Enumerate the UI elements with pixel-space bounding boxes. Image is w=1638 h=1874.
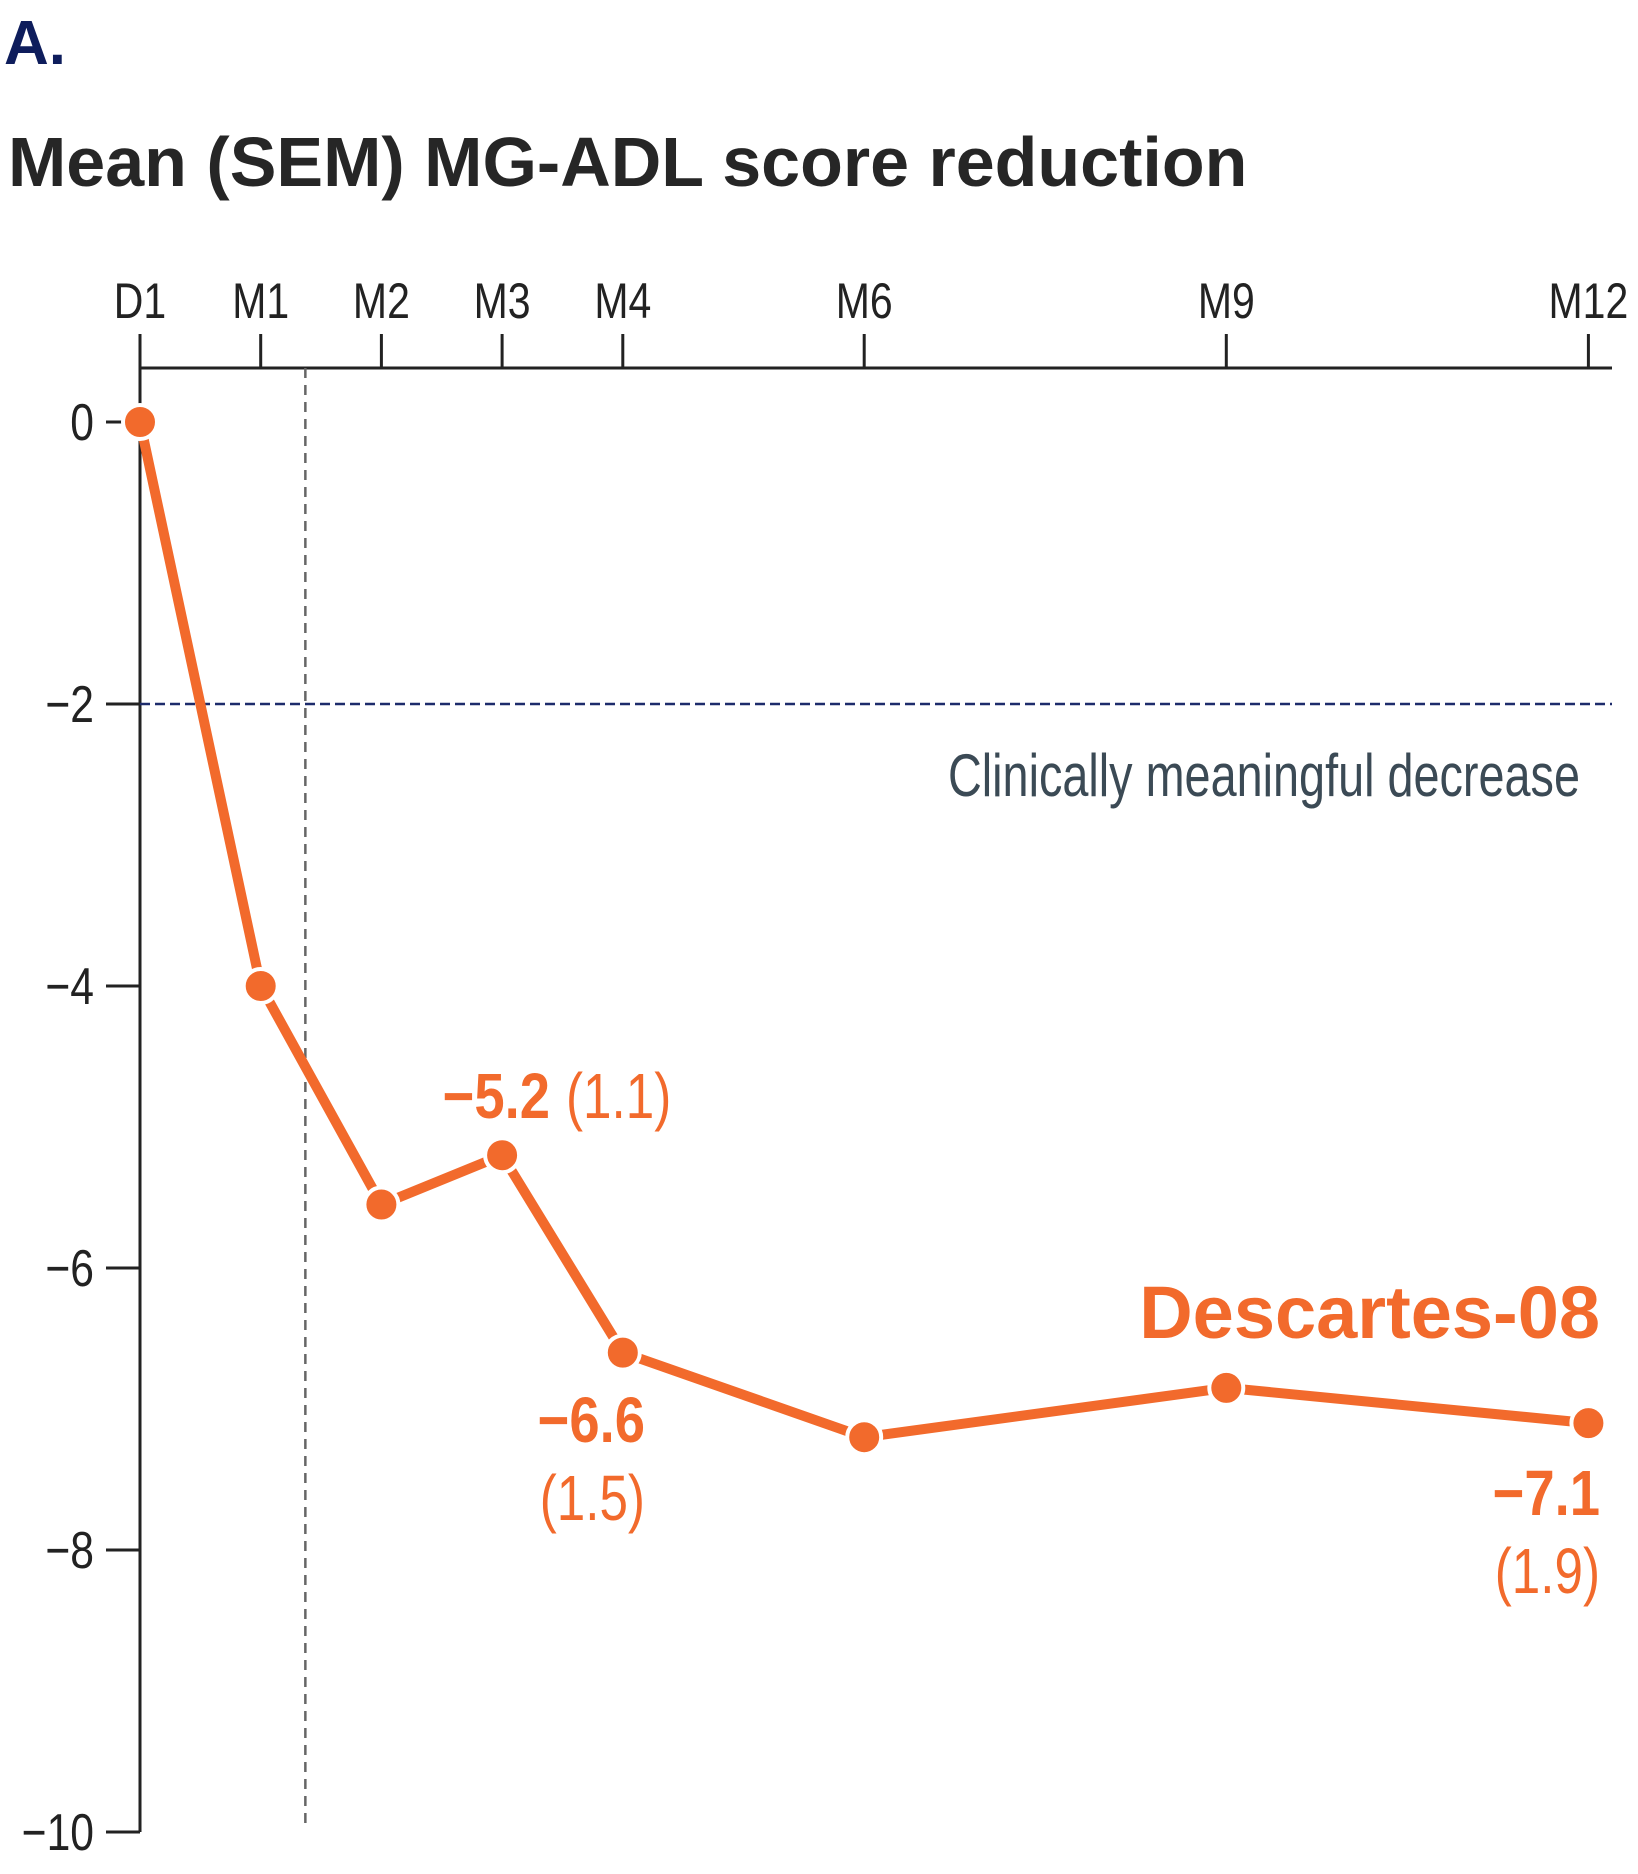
sem-label-m12: (1.9) (1495, 1537, 1600, 1608)
x-tick-label-m9: M9 (1198, 273, 1255, 329)
data-point-d1 (121, 403, 159, 441)
series-label: Descartes-08 (1139, 1271, 1600, 1354)
data-point-m12 (1569, 1404, 1608, 1443)
x-tick-label-m6: M6 (836, 273, 893, 329)
y-tick-label: −8 (45, 1522, 94, 1580)
threshold-label: Clinically meaningful decrease (948, 742, 1580, 809)
sem-label-m3: (1.1) (566, 1062, 671, 1133)
y-tick-label: −10 (22, 1804, 94, 1862)
y-tick-label: 0 (70, 394, 94, 452)
data-point-m2 (362, 1185, 401, 1224)
data-point-m6 (845, 1418, 884, 1457)
y-tick-label: −4 (45, 958, 94, 1016)
chart-title: Mean (SEM) MG-ADL score reduction (8, 123, 1248, 201)
panel-label: A. (4, 9, 66, 78)
x-tick-label-m3: M3 (474, 273, 531, 329)
data-point-m4 (603, 1333, 642, 1372)
sem-label-m4: (1.5) (540, 1464, 645, 1535)
data-point-m9 (1207, 1368, 1246, 1407)
x-tick-label-m4: M4 (594, 273, 651, 329)
x-tick-label-d1: D1 (114, 273, 166, 329)
x-tick-label-m12: M12 (1549, 273, 1629, 329)
x-tick-label-m2: M2 (353, 273, 410, 329)
data-label-m4: −6.6 (538, 1384, 645, 1456)
y-tick-label: −6 (45, 1240, 94, 1298)
y-tick-label: −2 (45, 676, 94, 734)
data-point-m3 (483, 1136, 522, 1175)
data-label-m3: −5.2 (443, 1060, 550, 1132)
x-tick-label-m1: M1 (232, 273, 289, 329)
data-label-m12: −7.1 (1493, 1457, 1600, 1529)
data-point-m1 (241, 967, 280, 1005)
series-line (135, 420, 1589, 1443)
